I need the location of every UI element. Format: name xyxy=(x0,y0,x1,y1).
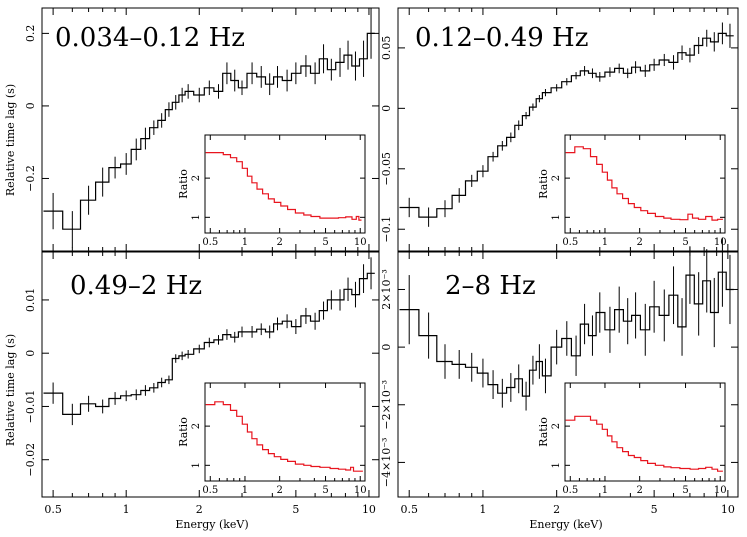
y-tick-label: 0 xyxy=(380,105,393,112)
inset-y-tick-label: 1 xyxy=(551,214,562,220)
inset-x-tick-label: 2 xyxy=(636,237,642,248)
panel-title: 2–8 Hz xyxy=(445,271,536,301)
inset-x-tick-label: 5 xyxy=(322,485,328,496)
y-axis-label-bottom: Relative time lag (s) xyxy=(4,334,17,446)
inset-x-tick-label: 5 xyxy=(322,237,328,248)
inset-y-axis-label: Ratio xyxy=(177,417,190,447)
y-tick-label: 0.01 xyxy=(24,288,37,313)
inset-y-tick-label: 2 xyxy=(551,175,562,181)
inset-x-tick-label: 10 xyxy=(354,237,367,248)
y-tick-label: −0.2 xyxy=(24,165,37,192)
x-tick-label: 10 xyxy=(362,503,376,516)
x-tick-label: 0.5 xyxy=(400,503,418,516)
x-tick-label: 2 xyxy=(553,503,560,516)
x-tick-label: 2 xyxy=(196,503,203,516)
panel-title: 0.12–0.49 Hz xyxy=(415,23,588,53)
lag-series-line xyxy=(43,272,375,415)
inset-y-tick-label: 1 xyxy=(551,462,562,468)
inset-x-tick-label: 2 xyxy=(276,237,282,248)
x-axis-label-right: Energy (keV) xyxy=(529,518,602,531)
inset-y-tick-label: 2 xyxy=(191,175,202,181)
x-tick-label: 1 xyxy=(123,503,130,516)
inset-x-tick-label: 10 xyxy=(714,485,727,496)
inset-x-tick-label: 5 xyxy=(682,485,688,496)
panel-title: 0.49–2 Hz xyxy=(70,271,202,301)
ratio-series-line xyxy=(205,401,363,472)
y-tick-label: 0.2 xyxy=(24,25,37,43)
y-tick-label: −4×10⁻³ xyxy=(380,438,393,488)
inset-x-tick-label: 1 xyxy=(602,237,608,248)
y-tick-label: −0.01 xyxy=(24,390,37,424)
inset-y-axis-label: Ratio xyxy=(177,169,190,199)
inset-frame xyxy=(204,134,366,234)
panel-title: 0.034–0.12 Hz xyxy=(55,23,245,53)
y-tick-label: 0 xyxy=(24,102,37,109)
y-axis-label-top: Relative time lag (s) xyxy=(4,84,17,196)
inset-frame xyxy=(204,382,366,482)
inset-x-tick-label: 1 xyxy=(242,237,248,248)
inset-x-tick-label: 10 xyxy=(714,237,727,248)
inset-y-tick-label: 2 xyxy=(191,423,202,429)
inset-x-tick-label: 2 xyxy=(636,485,642,496)
x-tick-label: 5 xyxy=(651,503,658,516)
y-tick-label: −2×10⁻³ xyxy=(380,380,393,430)
plot-frame xyxy=(397,251,739,498)
y-tick-label: 0.05 xyxy=(380,36,393,61)
inset-x-tick-label: 0.5 xyxy=(562,485,578,496)
y-tick-label: 2×10⁻³ xyxy=(380,269,393,309)
plot-frame xyxy=(41,7,380,252)
inset-y-tick-label: 2 xyxy=(551,423,562,429)
x-tick-label: 0.5 xyxy=(44,503,62,516)
inset-x-tick-label: 0.5 xyxy=(202,485,218,496)
inset-x-tick-label: 1 xyxy=(602,485,608,496)
inset-x-tick-label: 10 xyxy=(354,485,367,496)
inset-x-tick-label: 0.5 xyxy=(562,237,578,248)
x-tick-label: 10 xyxy=(721,503,735,516)
ratio-series-line xyxy=(565,415,723,472)
ratio-series-line xyxy=(565,146,723,221)
panel-2-8hz: 2–8 Hz 0.5 1 2 5 10−4×10⁻³−2×10⁻³02×10⁻³0.5 1… xyxy=(380,237,739,516)
y-tick-label: 0 xyxy=(24,350,37,357)
inset-y-tick-label: 1 xyxy=(191,462,202,468)
inset-y-axis-label: Ratio xyxy=(537,417,550,447)
y-tick-label: −0.02 xyxy=(24,443,37,477)
plot-frame xyxy=(397,7,739,252)
y-tick-label: −0.1 xyxy=(380,216,393,243)
plot-frame xyxy=(41,251,380,498)
inset-y-tick-label: 1 xyxy=(191,214,202,220)
inset-frame xyxy=(564,134,726,234)
ratio-series-line xyxy=(205,152,362,221)
inset-x-tick-label: 0.5 xyxy=(202,237,218,248)
inset-y-axis-label: Ratio xyxy=(537,169,550,199)
inset-frame xyxy=(564,382,726,482)
x-tick-label: 5 xyxy=(292,503,299,516)
inset-x-tick-label: 2 xyxy=(276,485,282,496)
y-tick-label: 0 xyxy=(380,344,393,351)
inset-x-tick-label: 5 xyxy=(682,237,688,248)
x-tick-label: 1 xyxy=(479,503,486,516)
x-axis-label-left: Energy (keV) xyxy=(175,518,248,531)
inset-x-tick-label: 1 xyxy=(242,485,248,496)
y-tick-label: −0.05 xyxy=(380,152,393,186)
